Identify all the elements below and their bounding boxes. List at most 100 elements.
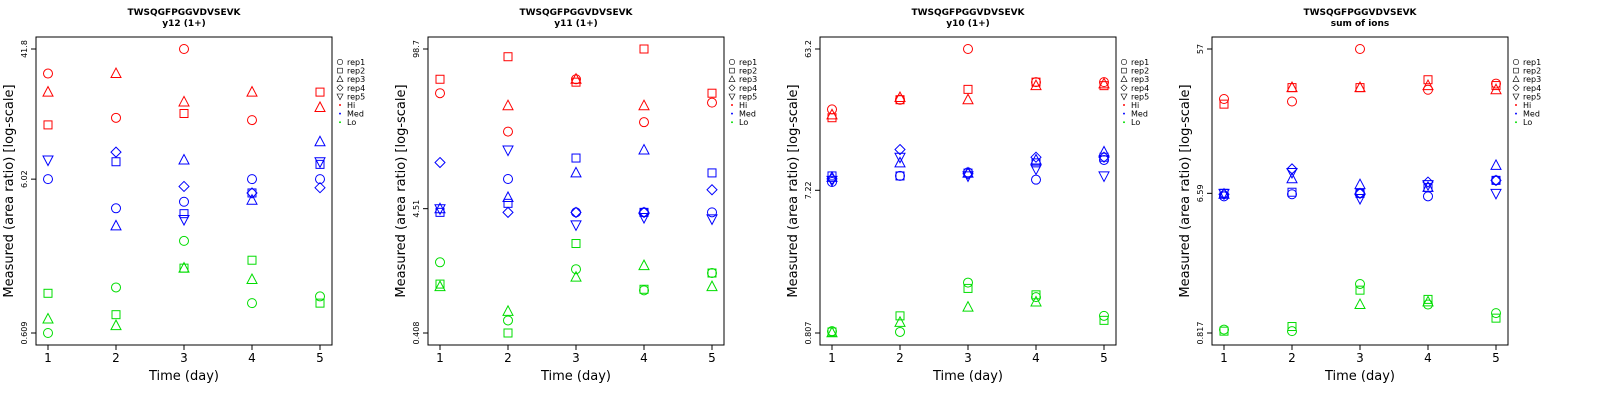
legend-marker-rep2 (337, 67, 343, 74)
legend-marker (1512, 75, 1520, 82)
data-point-hi-rep1 (43, 68, 53, 79)
chart-subtitle: y12 (1+) (162, 19, 206, 29)
data-point-lo-rep2 (963, 283, 973, 293)
data-point-hi-rep3 (42, 85, 54, 97)
data-point-lo-rep3 (42, 312, 54, 324)
legend-label: rep5 (1131, 92, 1149, 101)
legend-item-hi: Hi (1515, 101, 1531, 110)
legend-marker-rep3 (1120, 75, 1128, 82)
legend-label: rep5 (1523, 92, 1541, 101)
data-point-med-rep4 (1490, 174, 1502, 187)
data-point-lo-rep1 (315, 291, 325, 302)
legend-marker (1120, 84, 1128, 92)
data-point-lo-rep2 (571, 239, 581, 249)
x-tick-label: 1 (1220, 351, 1228, 365)
legend-marker (339, 112, 341, 115)
data-point-lo-rep1 (1219, 324, 1229, 335)
x-tick-label: 2 (1288, 351, 1296, 365)
legend-label: rep4 (1523, 84, 1541, 93)
x-tick-label: 4 (1032, 351, 1040, 365)
data-point-med-rep2 (1099, 152, 1109, 162)
data-point-hi-rep3 (894, 90, 906, 103)
data-point-med-rep5 (638, 213, 650, 225)
legend-marker (1515, 112, 1517, 115)
legend-marker (339, 121, 341, 124)
legend-label: rep3 (347, 75, 365, 84)
x-tick-label: 5 (1492, 351, 1500, 365)
x-tick-label: 4 (1424, 351, 1432, 365)
legend-label: rep3 (739, 75, 757, 84)
legend-marker (729, 67, 735, 74)
data-point-med-rep3 (1098, 145, 1110, 157)
data-point-med-rep4 (706, 184, 718, 196)
data-point-hi-rep1 (707, 97, 717, 108)
series-hi (42, 44, 326, 130)
data-point-lo-rep3 (1422, 295, 1434, 307)
data-point-med-rep5 (826, 175, 838, 188)
x-tick-label: 3 (1356, 351, 1364, 365)
data-point-lo-rep3 (1030, 295, 1042, 307)
data-point-hi-rep2 (1031, 77, 1041, 87)
legend-marker-rep2 (729, 67, 735, 74)
chart-title: TWSQGFPGGVDVSEVK (911, 8, 1025, 18)
series-med (826, 143, 1110, 188)
data-point-lo-rep3 (434, 280, 446, 292)
legend-item-rep3: rep3 (336, 75, 365, 84)
data-point-lo-rep1 (111, 282, 121, 293)
legend-marker-lo (1123, 121, 1125, 124)
x-tick-label: 4 (640, 351, 648, 365)
legend-item-lo: Lo (1515, 118, 1532, 127)
legend-marker-med (1123, 112, 1125, 115)
legend-label: Hi (1523, 101, 1531, 110)
legend-label: rep5 (347, 92, 365, 101)
x-tick-label: 2 (504, 351, 512, 365)
legend-label: rep2 (739, 67, 757, 76)
y-tick-label: 0.408 (412, 322, 421, 345)
legend-marker-med (731, 112, 733, 115)
legend-marker-hi (339, 104, 341, 106)
data-point-med-rep1 (707, 207, 717, 218)
chart-title: TWSQGFPGGVDVSEVK (127, 8, 241, 18)
data-point-med-rep1 (1099, 154, 1109, 165)
data-point-med-rep3 (502, 190, 514, 202)
data-point-med-rep5 (894, 152, 906, 164)
legend-marker (728, 93, 736, 101)
legend-marker-rep4 (336, 84, 344, 92)
data-point-med-rep4 (110, 146, 122, 158)
data-point-lo-rep1 (503, 315, 513, 326)
legend-marker-rep1 (729, 59, 736, 66)
legend-marker-rep4 (728, 84, 736, 92)
data-point-hi-rep3 (314, 100, 326, 112)
data-point-med-rep1 (639, 207, 649, 218)
y-axis-label: Measured (area ratio) [log-scale] (1178, 84, 1193, 297)
data-point-lo-rep1 (707, 268, 717, 279)
legend-marker-med (339, 112, 341, 115)
y-axis-label: Measured (area ratio) [log-scale] (786, 84, 801, 297)
data-point-hi-rep3 (570, 72, 582, 84)
data-point-med-rep1 (1355, 188, 1365, 199)
legend-marker (336, 75, 344, 82)
legend-marker (1512, 59, 1519, 66)
data-point-med-rep5 (1098, 171, 1110, 183)
data-point-med-rep1 (1423, 191, 1433, 202)
data-point-med-rep2 (247, 188, 257, 198)
data-point-hi-rep2 (435, 74, 445, 84)
legend-item-rep5: rep5 (728, 92, 757, 101)
legend-marker (339, 104, 341, 106)
legend-label: Hi (739, 101, 747, 110)
y-tick-label: 4.51 (412, 200, 421, 218)
legend-marker-rep3 (336, 75, 344, 82)
x-axis-label: Time (day) (148, 369, 219, 384)
legend-marker (336, 59, 343, 66)
data-point-hi-rep2 (179, 108, 189, 118)
chart-subtitle: y11 (1+) (554, 19, 598, 29)
series-med (1218, 158, 1502, 206)
legend-marker-lo (1515, 121, 1517, 124)
legend-marker-rep5 (1120, 93, 1128, 101)
legend-marker-lo (339, 121, 341, 124)
legend-label: rep3 (1523, 75, 1541, 84)
y-tick-label: 7.22 (804, 181, 813, 199)
